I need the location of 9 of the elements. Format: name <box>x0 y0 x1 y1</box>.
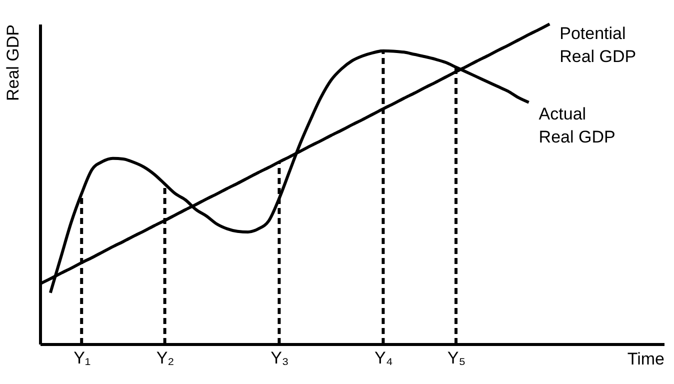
x-tick-label: Y₄ <box>374 348 393 368</box>
series-label: Actual Real GDP <box>538 104 616 146</box>
series-label: Potential Real GDP <box>560 24 636 66</box>
x-tick-label: Y₃ <box>270 348 289 368</box>
x-tick-label: Y₅ <box>447 348 466 368</box>
x-axis-title: Time <box>627 350 664 368</box>
x-tick-label: Y₂ <box>156 348 174 368</box>
x-tick-label: Y₁ <box>74 348 91 368</box>
y-axis-title: Real GDP <box>4 24 22 102</box>
